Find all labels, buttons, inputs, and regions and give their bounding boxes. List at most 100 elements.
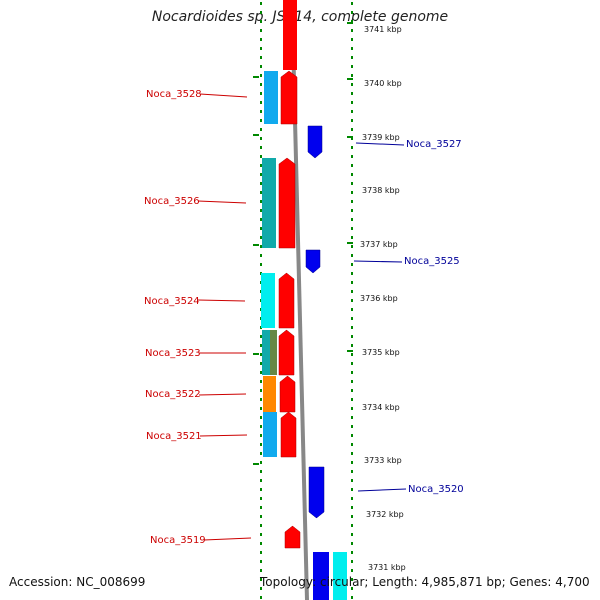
gene-arrow-noca-3519[interactable]	[284, 525, 301, 549]
track-dot	[351, 38, 353, 41]
track-dot	[260, 74, 262, 77]
track-dot	[351, 191, 353, 194]
label-leader-line	[197, 299, 246, 302]
track-dot	[260, 497, 262, 500]
track-dot	[351, 254, 353, 257]
track-dot	[260, 569, 262, 572]
track-dash	[347, 22, 353, 24]
track-dot	[260, 182, 262, 185]
track-dot	[351, 65, 353, 68]
track-dot	[351, 164, 353, 167]
gene-arrow-noca-3526[interactable]	[278, 157, 296, 249]
track-dot	[260, 119, 262, 122]
label-leader-line	[199, 93, 248, 98]
label-leader-line	[353, 260, 403, 263]
track-dot	[260, 101, 262, 104]
track-dot	[351, 596, 353, 599]
track-dot	[260, 488, 262, 491]
track-dot	[260, 470, 262, 473]
track-dot	[260, 596, 262, 599]
ruler-tick-label: 3731 kbp	[368, 563, 406, 572]
track-dot	[351, 515, 353, 518]
track-dot	[260, 335, 262, 338]
category-box	[333, 552, 347, 600]
label-leader-line	[197, 200, 247, 204]
ruler-tick-label: 3735 kbp	[362, 348, 400, 357]
track-dot	[351, 29, 353, 32]
gene-arrow[interactable]	[283, 0, 297, 70]
ruler-tick-label: 3737 kbp	[360, 240, 398, 249]
gene-arrow-noca-3527[interactable]	[307, 125, 323, 159]
track-dot	[260, 533, 262, 536]
track-dot	[351, 11, 353, 14]
label-leader-line	[203, 537, 252, 541]
track-dot	[260, 263, 262, 266]
gene-label[interactable]: Noca_3525	[404, 256, 460, 267]
track-dot	[260, 155, 262, 158]
gene-arrow-noca-3520[interactable]	[308, 466, 325, 519]
gene-label[interactable]: Noca_3519	[150, 535, 206, 546]
track-dot	[260, 353, 262, 356]
track-dot	[260, 20, 262, 23]
track-dot	[351, 578, 353, 581]
track-dot	[260, 407, 262, 410]
gene-label[interactable]: Noca_3523	[145, 348, 201, 359]
category-box	[270, 330, 277, 375]
track-dot	[351, 443, 353, 446]
gene-label[interactable]: Noca_3522	[145, 389, 201, 400]
map-title: Nocardioides sp. JS614, complete genome	[151, 9, 449, 25]
gene-labels: Noca_3528 Noca_3527 Noca_3526 Noca_3525 Noca…	[144, 89, 464, 546]
track-dot	[351, 398, 353, 401]
track-dot	[351, 425, 353, 428]
track-dot	[351, 119, 353, 122]
track-dot	[260, 173, 262, 176]
track-dot	[260, 191, 262, 194]
track-dot	[351, 20, 353, 23]
gene-arrow-noca-3521[interactable]	[280, 411, 297, 458]
track-dot	[260, 236, 262, 239]
track-dot	[260, 560, 262, 563]
track-dot	[260, 524, 262, 527]
gene-label[interactable]: Noca_3520	[408, 484, 464, 495]
track-dot	[351, 344, 353, 347]
track-dot	[351, 101, 353, 104]
gene-label[interactable]: Noca_3526	[144, 196, 200, 207]
track-dot	[260, 65, 262, 68]
gene-label[interactable]: Noca_3521	[146, 431, 202, 442]
track-dot	[351, 146, 353, 149]
track-dot	[351, 245, 353, 248]
category-boxes	[261, 71, 347, 600]
track-dot	[260, 110, 262, 113]
category-box	[261, 273, 275, 328]
track-dot	[260, 578, 262, 581]
track-dot	[351, 560, 353, 563]
gene-arrow-noca-3524[interactable]	[278, 272, 295, 329]
gene-arrow[interactable]	[313, 552, 329, 600]
gene-label[interactable]: Noca_3528	[146, 89, 202, 100]
track-dot	[351, 326, 353, 329]
gene-label[interactable]: Noca_3524	[144, 296, 200, 307]
track-dot	[260, 380, 262, 383]
gene-arrow-noca-3523[interactable]	[278, 329, 295, 376]
gene-arrow-noca-3522[interactable]	[279, 375, 296, 413]
track-dash	[253, 353, 259, 355]
track-dot	[351, 236, 353, 239]
track-dot	[260, 461, 262, 464]
track-dot	[351, 218, 353, 221]
track-dot	[260, 137, 262, 140]
track-dot	[351, 452, 353, 455]
track-dot	[260, 515, 262, 518]
track-dot	[260, 209, 262, 212]
track-dash	[347, 350, 353, 352]
gene-arrow-noca-3525[interactable]	[305, 249, 321, 274]
track-dot	[260, 227, 262, 230]
track-dot	[351, 380, 353, 383]
track-dot	[351, 461, 353, 464]
track-dot	[351, 524, 353, 527]
gene-arrow-noca-3528[interactable]	[280, 70, 298, 125]
track-dot	[260, 389, 262, 392]
track-dash	[347, 242, 353, 244]
label-leader-line	[198, 393, 247, 396]
track-dot	[260, 452, 262, 455]
gene-label[interactable]: Noca_3527	[406, 139, 462, 150]
